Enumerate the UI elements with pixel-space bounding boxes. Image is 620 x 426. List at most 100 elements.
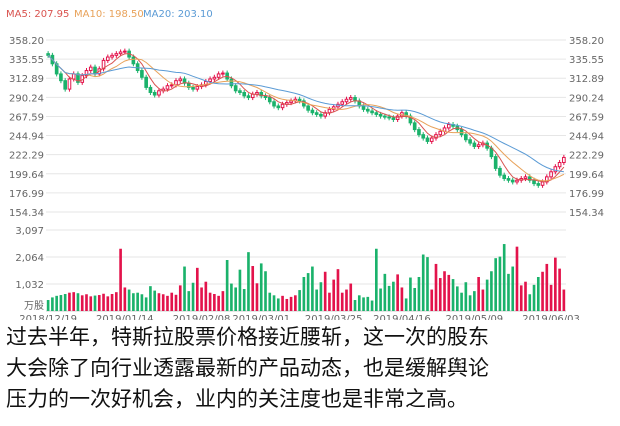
candle-body xyxy=(515,179,519,183)
candle-body xyxy=(412,122,417,131)
price-tick-left: 335.55 xyxy=(9,55,44,66)
volume-bar xyxy=(208,292,212,311)
volume-bar xyxy=(468,295,472,311)
volume-bar xyxy=(55,295,58,311)
price-tick-right: 154.34 xyxy=(569,208,604,219)
volume-bar xyxy=(59,295,63,311)
candle-body xyxy=(438,130,443,136)
volume-bar xyxy=(460,292,463,311)
candle-body xyxy=(340,101,345,105)
volume-bar xyxy=(110,293,114,311)
volume-bar xyxy=(451,279,455,311)
price-tick-right: 222.29 xyxy=(569,151,604,162)
volume-bar xyxy=(375,248,378,311)
grid-lines xyxy=(46,39,566,312)
volume-bar xyxy=(477,276,480,311)
volume-bar xyxy=(115,292,118,311)
volume-bar xyxy=(294,295,297,311)
volume-bar xyxy=(311,266,314,311)
volume-bar xyxy=(136,292,139,311)
candlesticks xyxy=(46,48,566,188)
candle-body xyxy=(327,108,332,114)
volume-bar xyxy=(328,292,331,311)
volume-bar xyxy=(272,295,276,311)
volume-bar xyxy=(89,296,93,311)
axis-labels: 358.20 358.20 335.55 335.55 312.89 312.89 290.… xyxy=(9,36,604,320)
candle-body xyxy=(101,59,106,70)
candle-body xyxy=(148,86,153,93)
volume-bar xyxy=(502,244,506,311)
legend-ma10: MA10: 198.50 xyxy=(74,9,144,20)
price-tick-right: 199.64 xyxy=(569,170,604,181)
candle-body xyxy=(216,73,221,78)
candle-body xyxy=(370,110,374,114)
volume-tick: 3,097 xyxy=(15,226,44,237)
volume-bar xyxy=(370,300,374,311)
volume-bar xyxy=(519,285,523,311)
candle-body xyxy=(306,105,310,111)
candle-body xyxy=(527,176,532,181)
candle-body xyxy=(361,105,366,110)
volume-bar xyxy=(132,293,135,311)
candle-body xyxy=(105,56,110,61)
legend-ma20: MA20: 203.10 xyxy=(143,9,213,20)
caption-line-3: 压力的一次好机会，业内的关注度也是非常之高。 xyxy=(6,387,468,411)
candle-body xyxy=(135,63,140,72)
candle-body xyxy=(348,97,353,100)
volume-bar xyxy=(242,289,246,311)
volume-bar xyxy=(400,287,404,311)
candle-body xyxy=(63,80,68,90)
price-tick-right: 176.99 xyxy=(569,189,604,200)
volume-bar xyxy=(178,285,182,311)
volume-bar xyxy=(276,298,280,311)
volume-bar xyxy=(357,295,361,311)
candle-body xyxy=(434,134,438,139)
volume-bar xyxy=(140,294,144,311)
candle-body xyxy=(532,179,536,185)
volume-bar xyxy=(298,290,301,311)
candle-body xyxy=(344,98,349,103)
volume-bar xyxy=(438,278,442,311)
volume-bar xyxy=(46,300,50,311)
volume-bar xyxy=(323,271,327,311)
legend-ma5: MA5: 207.95 xyxy=(6,9,69,20)
candle-body xyxy=(118,51,123,55)
candle-body xyxy=(272,101,276,107)
volume-bar xyxy=(366,296,370,311)
stock-chart: 358.20 358.20 335.55 335.55 312.89 312.89 290.… xyxy=(6,9,604,320)
price-tick-right: 244.94 xyxy=(569,132,604,143)
candle-body xyxy=(464,134,468,141)
date-tick: 2019/05/09 xyxy=(446,314,504,320)
volume-bar xyxy=(230,283,233,311)
candle-body xyxy=(314,112,319,115)
candle-body xyxy=(378,113,383,117)
candle-body xyxy=(259,91,264,97)
volume-bar xyxy=(63,293,67,311)
volume-bar xyxy=(306,273,310,311)
volume-bar xyxy=(166,295,169,311)
volume-bar xyxy=(387,285,391,311)
volume-bars xyxy=(46,244,566,311)
candle-body xyxy=(110,54,114,58)
volume-bar xyxy=(511,266,515,311)
volume-bar xyxy=(319,282,323,311)
candle-body xyxy=(536,183,541,186)
caption-line-1: 过去半年，特斯拉股票价格接近腰斩，这一次的股东 xyxy=(6,325,489,349)
candle-body xyxy=(383,115,387,118)
price-tick-left: 154.34 xyxy=(9,208,44,219)
candle-body xyxy=(472,142,477,147)
volume-bar xyxy=(127,289,131,311)
candle-body xyxy=(71,73,76,80)
candle-body xyxy=(540,181,545,186)
candle-body xyxy=(46,53,50,56)
volume-bar xyxy=(72,292,76,311)
date-tick: 2019/01/14 xyxy=(96,314,154,320)
volume-bar xyxy=(434,263,438,311)
volume-tick: 1,032 xyxy=(15,280,44,291)
volume-bar xyxy=(51,297,54,311)
candle-body xyxy=(165,85,170,90)
candle-body xyxy=(429,137,434,142)
volume-bar xyxy=(157,293,161,311)
candle-body xyxy=(204,81,208,86)
candle-body xyxy=(506,178,511,181)
